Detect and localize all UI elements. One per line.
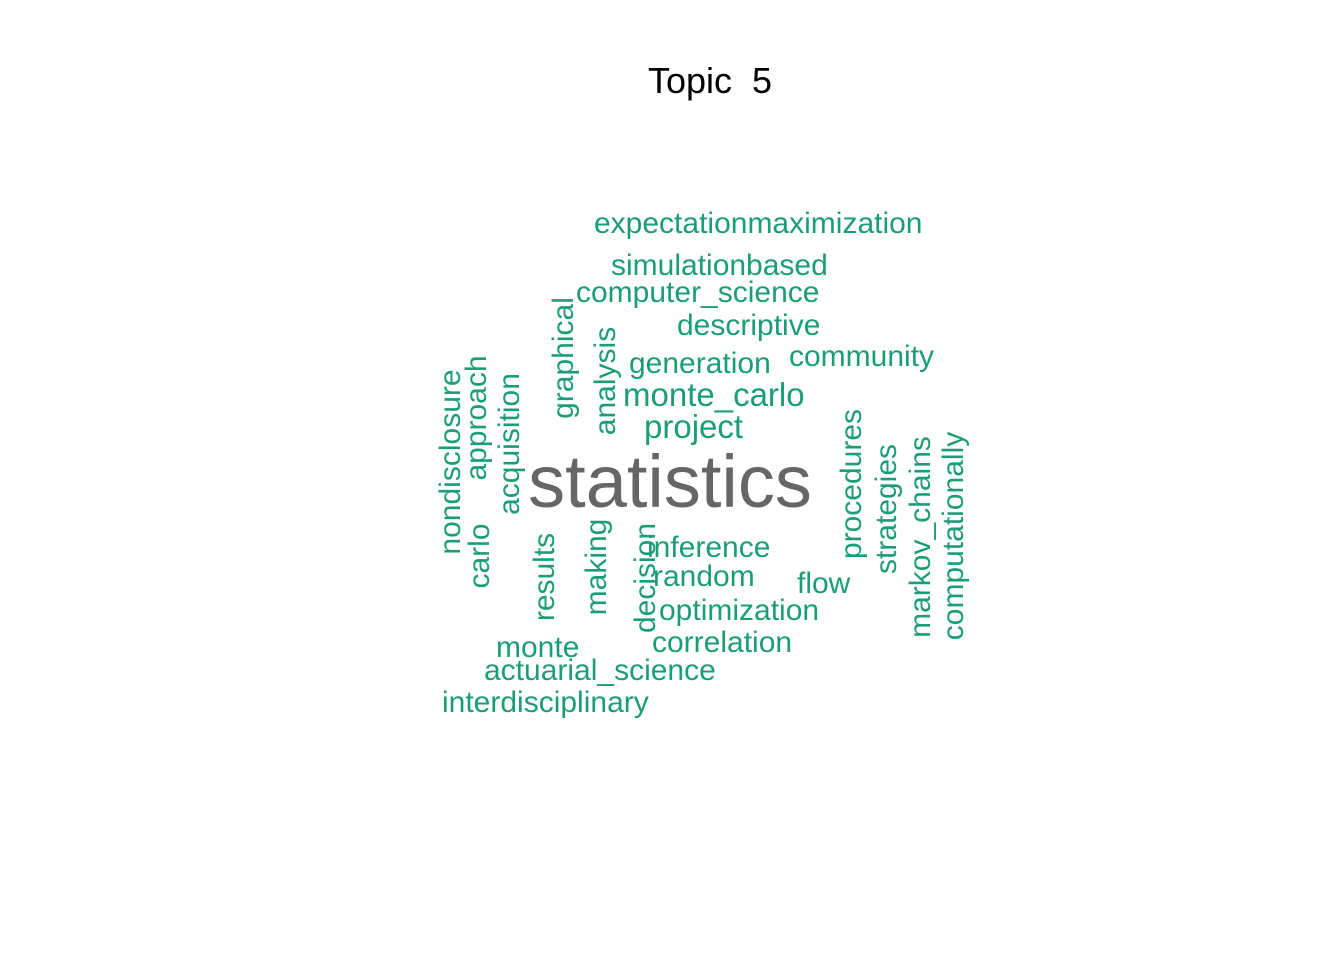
word-community: community [789,340,934,373]
word-descriptive: descriptive [677,309,820,342]
word-markov-chains: markov_chains [904,436,937,638]
word-correlation: correlation [652,626,792,659]
word-computer-science: computer_science [576,276,819,309]
word-inference: inference [647,531,770,564]
word-procedures: procedures [835,409,868,559]
word-project: project [644,408,743,445]
word-actuarial-science: actuarial_science [484,654,716,687]
word-decision: decision [629,523,662,633]
word-approach: approach [460,355,493,480]
word-computationally: computationally [937,432,970,640]
word-carlo: carlo [463,523,496,588]
word-flow: flow [797,567,851,600]
word-acquisition: acquisition [493,373,526,515]
word-strategies: strategies [870,444,903,574]
word-random: random [653,560,755,593]
word-expectationmaximization: expectationmaximization [594,207,923,240]
word-interdisciplinary: interdisciplinary [442,686,649,719]
word-graphical: graphical [547,297,580,419]
words-layer: statistics expectationmaximization simulat… [434,207,970,719]
chart-title: Topic 5 [648,60,772,101]
word-monte: monte [496,631,579,664]
word-optimization: optimization [659,594,819,627]
word-analysis: analysis [589,327,622,435]
word-nondisclosure: nondisclosure [434,369,467,554]
word-generation: generation [629,347,771,380]
word-statistics: statistics [528,440,812,523]
word-simulationbased: simulationbased [611,249,828,282]
word-making: making [580,519,613,616]
word-results: results [528,533,561,621]
word-monte-carlo: monte_carlo [623,376,805,413]
